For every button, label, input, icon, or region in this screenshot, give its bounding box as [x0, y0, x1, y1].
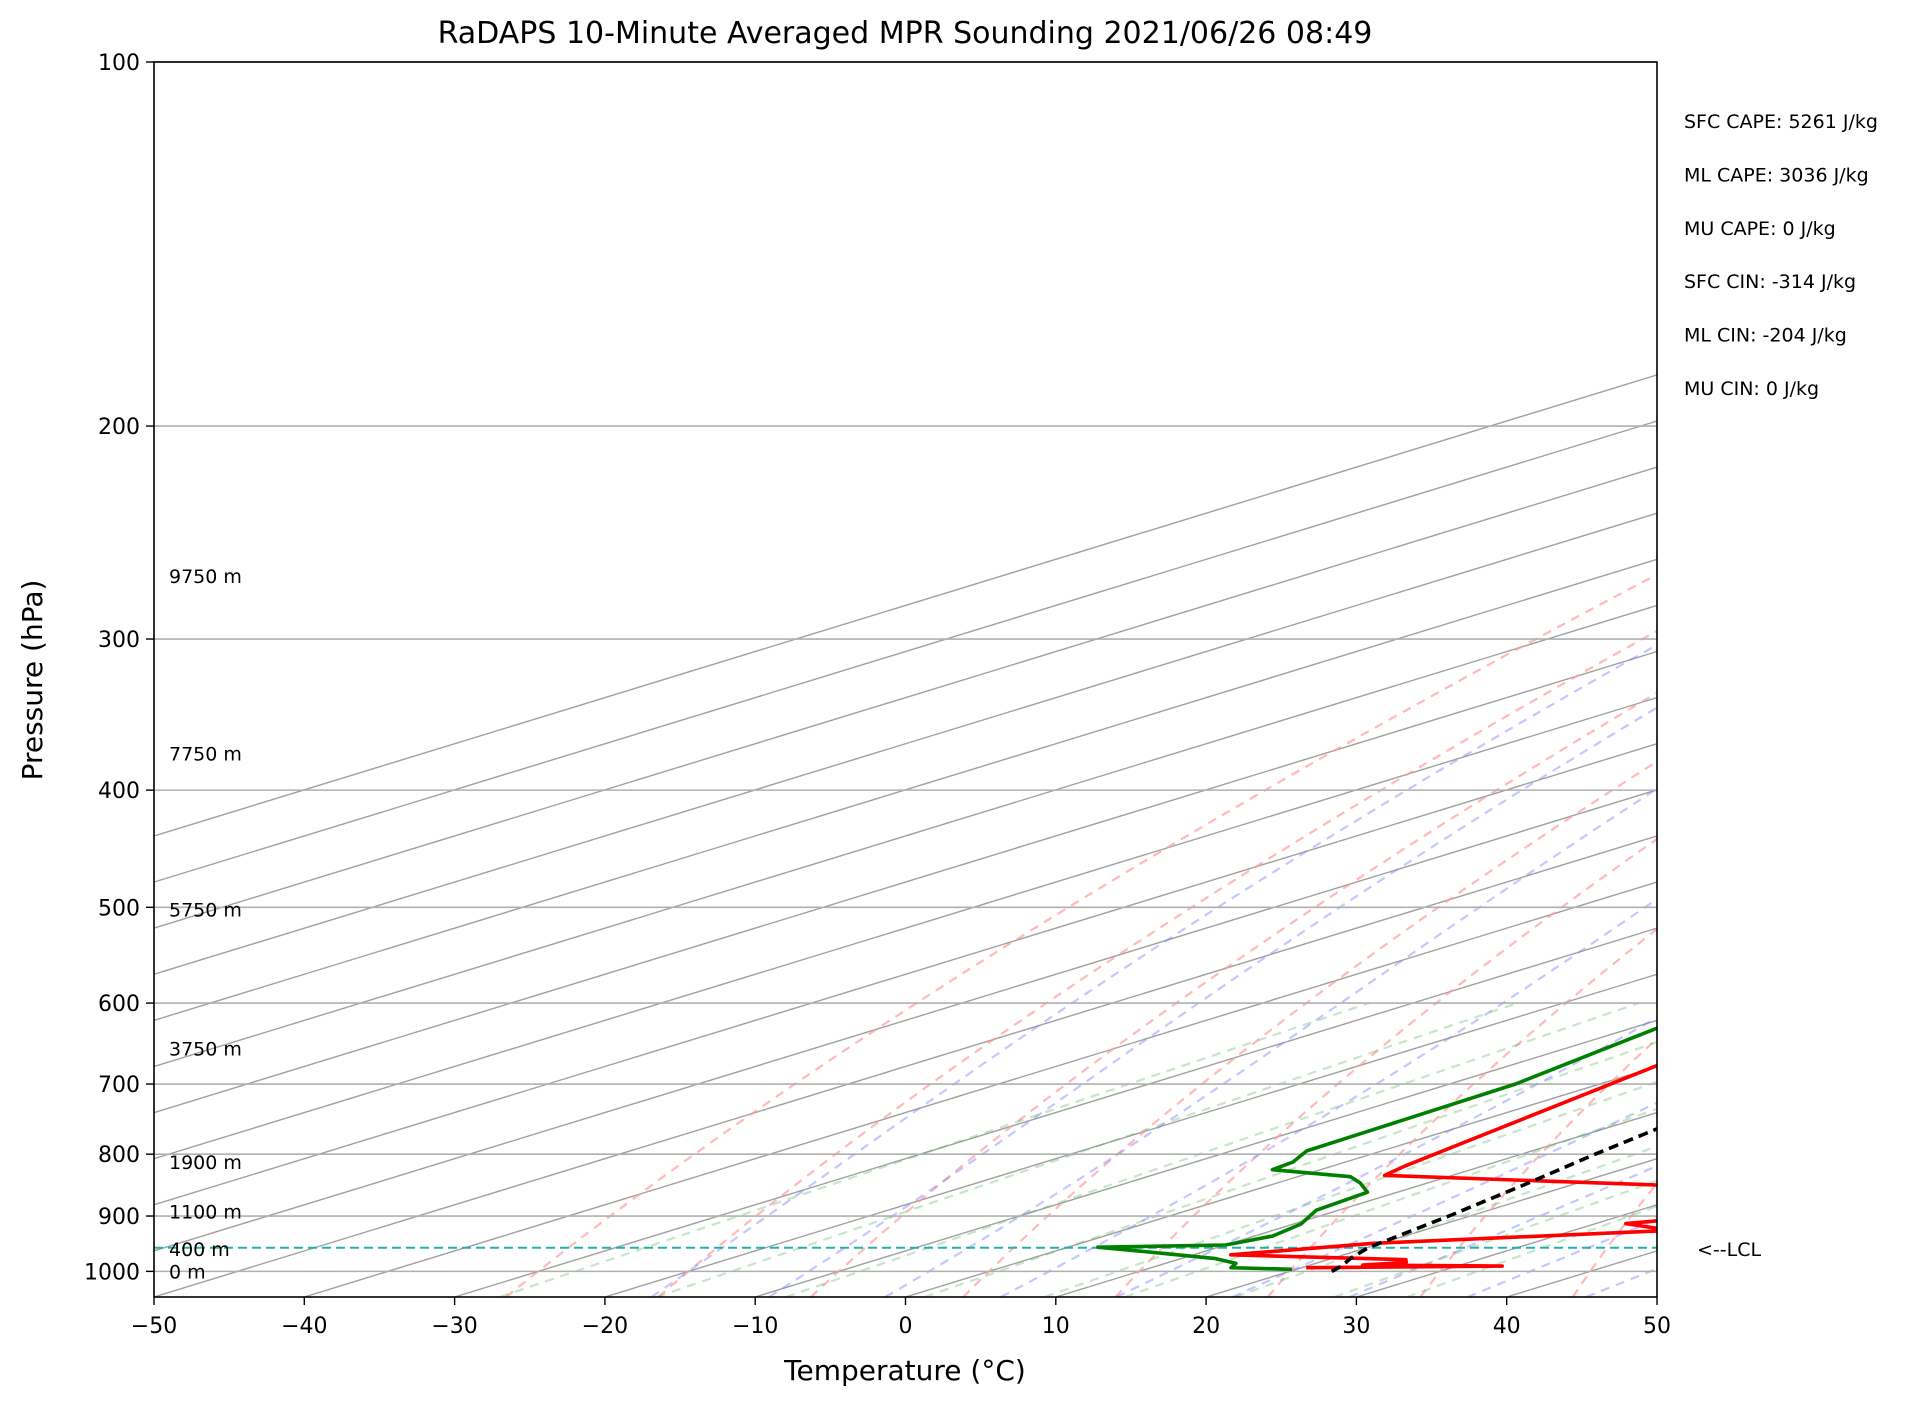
isotherm — [154, 420, 1657, 883]
mixing-ratio-line — [924, 1040, 1657, 1297]
index-line: MU CAPE: 0 J/kg — [1684, 218, 1836, 240]
dry-adiabat — [1419, 1036, 1657, 1297]
dry-adiabat — [962, 760, 1657, 1297]
mixing-ratio-line — [1124, 1107, 1657, 1297]
isotherm — [154, 374, 1657, 837]
isotherm — [1055, 1111, 1657, 1297]
y-tick-label: 400 — [98, 779, 140, 804]
isotherm — [154, 604, 1657, 1068]
x-axis-label: Temperature (°C) — [783, 1354, 1026, 1387]
isotherm — [604, 973, 1657, 1297]
x-tick-label: 40 — [1493, 1314, 1521, 1339]
lcl-label: <--LCL — [1697, 1239, 1761, 1261]
isotherm — [154, 512, 1657, 976]
x-tick-label: −50 — [131, 1314, 177, 1339]
isotherm — [1807, 62, 1925, 1297]
mixing-ratio-line — [499, 1002, 1370, 1297]
dry-adiabat — [1571, 1181, 1657, 1297]
moist-adiabat — [1349, 1164, 1657, 1297]
mixing-ratio-line — [1334, 1179, 1657, 1297]
background-lines — [154, 62, 1925, 1297]
mixing-ratio-line — [1044, 1080, 1657, 1297]
isotherm — [1656, 1296, 1657, 1297]
x-tick-label: 30 — [1342, 1314, 1370, 1339]
mixing-ratio-line — [1406, 1205, 1657, 1297]
pressure-gridlines — [154, 61, 1657, 1273]
x-tick-label: −20 — [582, 1314, 628, 1339]
isotherm — [1506, 1250, 1657, 1297]
isotherm — [154, 789, 1657, 1252]
temperature-trace — [1229, 1063, 1657, 1270]
stability-indices: SFC CAPE: 5261 J/kg ML CAPE: 3036 J/kg MU … — [1684, 111, 1878, 400]
y-tick-label: 600 — [98, 992, 140, 1017]
height-labels: 9750 m 7750 m 5750 m 3750 m 1900 m 1100 m 400 … — [169, 566, 242, 1284]
height-label: 9750 m — [169, 566, 242, 588]
isotherm — [1356, 1204, 1657, 1297]
index-line: ML CAPE: 3036 J/kg — [1684, 164, 1869, 186]
height-label: 400 m — [169, 1239, 230, 1261]
isotherm — [905, 1065, 1657, 1297]
x-axis-ticks: −50 −40 −30 −20 −10 0 10 20 30 40 50 — [131, 1297, 1671, 1339]
moist-adiabat — [768, 706, 1657, 1297]
isotherm — [154, 835, 1657, 1297]
x-tick-label: −30 — [431, 1314, 477, 1339]
dry-adiabat — [657, 629, 1657, 1297]
sounding-traces — [1096, 1026, 1657, 1273]
isotherm — [304, 881, 1657, 1297]
x-tick-label: −10 — [732, 1314, 778, 1339]
chart-title: RaDAPS 10-Minute Averaged MPR Sounding 2… — [438, 16, 1373, 51]
y-axis-label: Pressure (hPa) — [16, 580, 49, 781]
index-line: SFC CAPE: 5261 J/kg — [1684, 111, 1878, 133]
y-tick-label: 200 — [98, 415, 140, 440]
x-tick-label: 20 — [1192, 1314, 1220, 1339]
isotherm — [154, 743, 1657, 1206]
isotherm — [154, 466, 1657, 929]
parcel-trace — [1330, 1126, 1657, 1273]
mixing-ratio-line — [1234, 1145, 1657, 1297]
y-tick-label: 500 — [98, 896, 140, 921]
isotherm — [754, 1019, 1657, 1297]
dry-adiabat — [505, 573, 1657, 1297]
isotherm — [154, 558, 1657, 1022]
index-line: MU CIN: 0 J/kg — [1684, 378, 1819, 400]
x-tick-label: 0 — [899, 1314, 913, 1339]
isotherm — [454, 927, 1657, 1297]
moist-adiabat — [1467, 1218, 1657, 1297]
y-tick-label: 300 — [98, 628, 140, 653]
moist-adiabat — [1000, 897, 1657, 1297]
height-label: 1900 m — [169, 1152, 242, 1174]
height-label: 7750 m — [169, 743, 242, 765]
isotherm — [154, 696, 1657, 1160]
x-tick-label: 10 — [1042, 1314, 1070, 1339]
mixing-ratio-line — [785, 1002, 1640, 1297]
y-tick-label: 1000 — [84, 1260, 140, 1285]
y-tick-label: 700 — [98, 1073, 140, 1098]
moist-adiabat — [650, 643, 1657, 1297]
dry-adiabat — [1114, 837, 1657, 1297]
dry-adiabat — [809, 691, 1657, 1297]
x-tick-label: −40 — [281, 1314, 327, 1339]
y-tick-label: 800 — [98, 1143, 140, 1168]
moist-adiabat — [1585, 1267, 1657, 1297]
index-line: ML CIN: -204 J/kg — [1684, 325, 1847, 347]
mixing-ratio-line — [656, 1002, 1518, 1297]
moist-adiabat — [884, 787, 1657, 1297]
dewpoint-trace — [1096, 1026, 1657, 1272]
height-label: 5750 m — [169, 899, 242, 921]
moist-adiabat — [1115, 1016, 1657, 1297]
y-tick-label: 900 — [98, 1205, 140, 1230]
dry-adiabat — [1267, 927, 1657, 1297]
isotherm — [154, 650, 1657, 1114]
index-line: SFC CIN: -314 J/kg — [1684, 271, 1856, 293]
height-label: 3750 m — [169, 1038, 242, 1060]
height-label: 0 m — [169, 1261, 206, 1283]
height-label: 1100 m — [169, 1201, 242, 1223]
y-tick-label: 100 — [98, 51, 140, 76]
moist-adiabat — [1232, 1101, 1657, 1297]
y-axis-ticks: 100 200 300 400 500 600 700 800 900 1000 — [84, 51, 154, 1285]
dry-adiabat — [1878, 62, 1925, 1297]
dry-adiabat — [1725, 62, 1925, 1297]
x-tick-label: 50 — [1643, 1314, 1671, 1339]
